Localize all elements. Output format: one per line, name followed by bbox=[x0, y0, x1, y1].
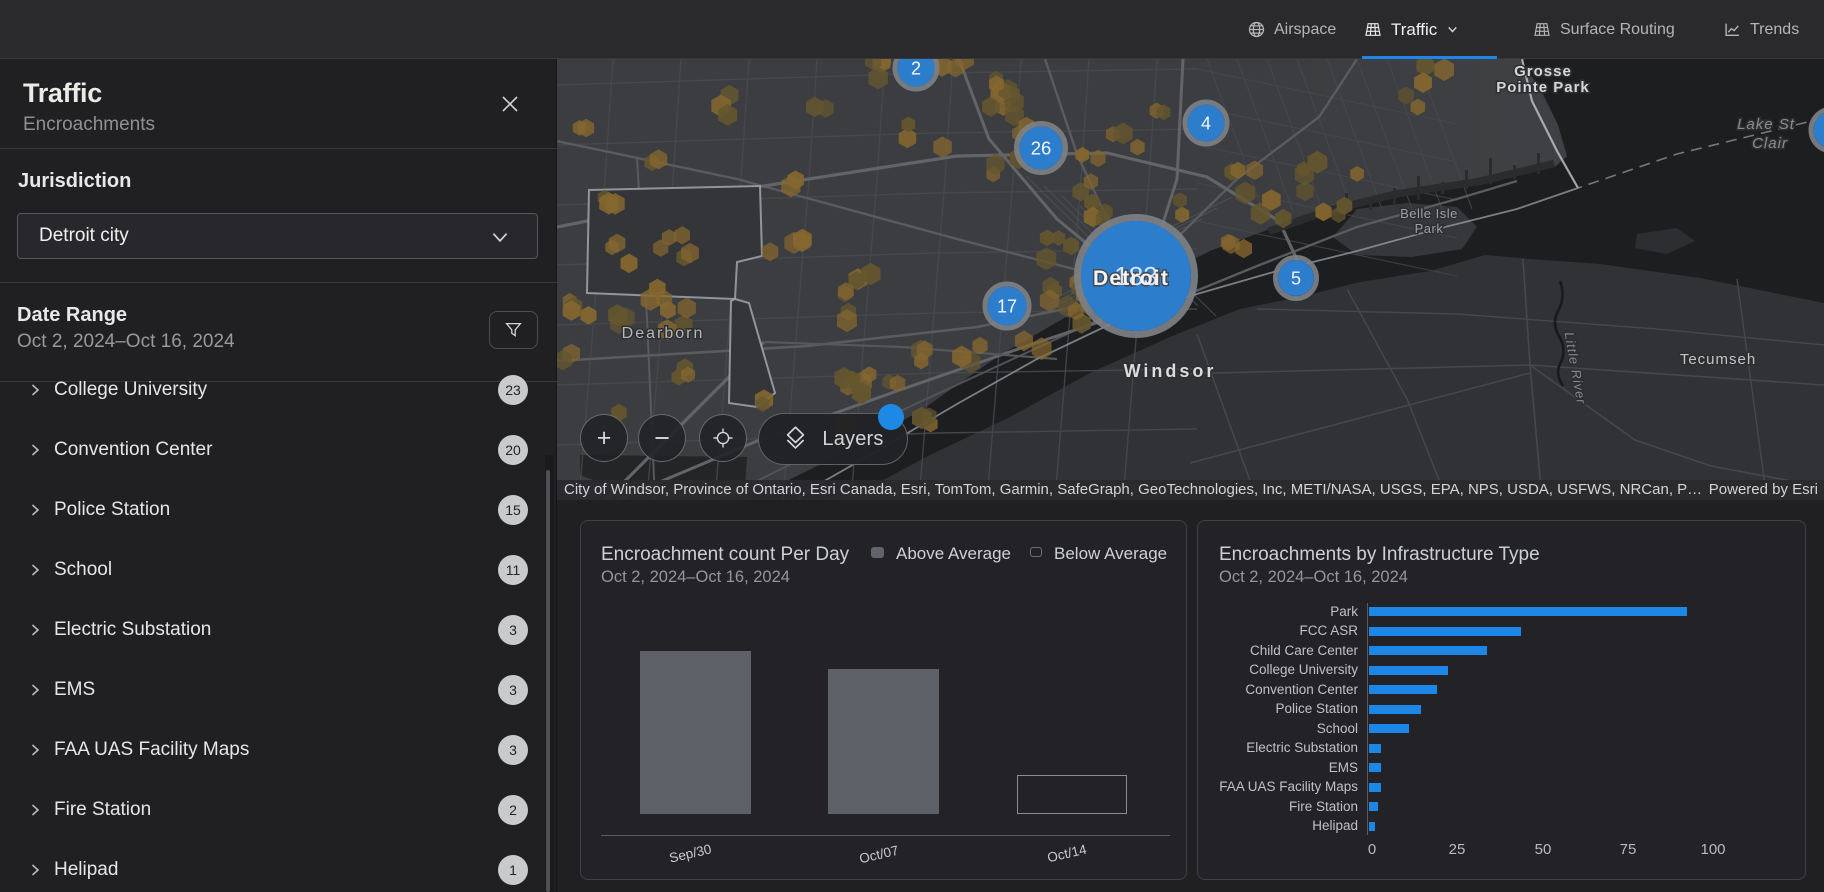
svg-text:2: 2 bbox=[911, 59, 921, 78]
svg-text:Pointe Park: Pointe Park bbox=[1496, 79, 1590, 96]
svg-text:Clair: Clair bbox=[1752, 135, 1788, 152]
svg-text:Tecumseh: Tecumseh bbox=[1680, 351, 1756, 368]
svg-text:Grosse: Grosse bbox=[1514, 63, 1572, 80]
svg-text:5: 5 bbox=[1291, 268, 1301, 288]
svg-text:Dearborn: Dearborn bbox=[622, 325, 705, 342]
svg-text:4: 4 bbox=[1201, 113, 1211, 133]
svg-text:Belle Isle: Belle Isle bbox=[1400, 206, 1458, 221]
svg-text:17: 17 bbox=[997, 296, 1017, 316]
svg-text:26: 26 bbox=[1031, 137, 1052, 158]
svg-text:183: 183 bbox=[1114, 261, 1157, 291]
svg-text:Detroit: Detroit bbox=[1093, 267, 1169, 290]
svg-text:Park: Park bbox=[1415, 221, 1444, 236]
svg-text:Lake St: Lake St bbox=[1737, 116, 1795, 133]
svg-text:Windsor: Windsor bbox=[1124, 361, 1217, 381]
